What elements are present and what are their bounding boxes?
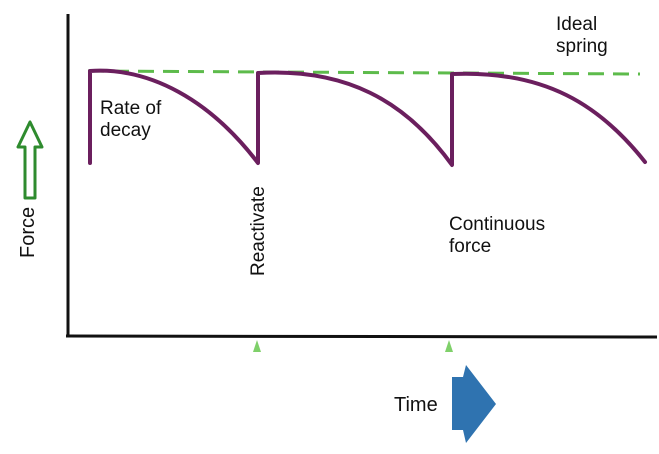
continuous-force-label: Continuous force bbox=[449, 214, 546, 257]
reactivate-label: Reactivate bbox=[248, 186, 269, 276]
time-axis-label: Time bbox=[394, 394, 438, 416]
up-arrow-icon bbox=[16, 120, 44, 200]
reactivation-marker-1 bbox=[253, 340, 261, 352]
ideal-spring-label: Ideal spring bbox=[556, 14, 608, 57]
reactivation-marker-2 bbox=[445, 340, 453, 352]
right-arrow-icon bbox=[452, 365, 496, 443]
force-decay-curve bbox=[88, 68, 647, 167]
rate-of-decay-label: Rate of decay bbox=[100, 98, 162, 141]
force-axis-label: Force bbox=[17, 206, 39, 258]
ideal-spring-line bbox=[87, 69, 641, 76]
x-axis bbox=[65, 334, 658, 339]
